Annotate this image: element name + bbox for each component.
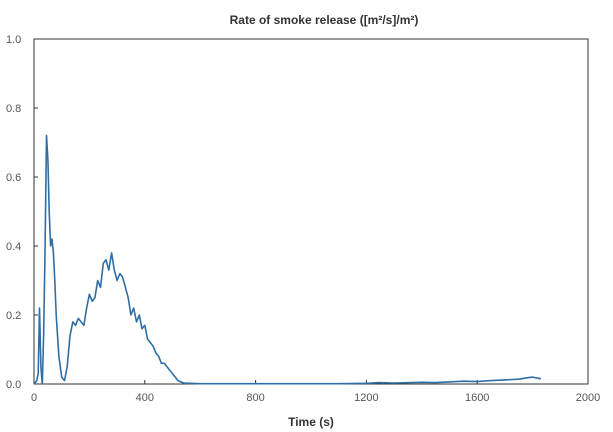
y-tick-label: 0.6 xyxy=(6,172,21,184)
x-tick-label: 2000 xyxy=(576,392,600,404)
y-tick-label: 0.0 xyxy=(6,379,21,391)
y-axis: 0.0 0.2 0.4 0.6 0.8 1.0 xyxy=(6,34,38,391)
y-tick-label: 1.0 xyxy=(6,34,21,46)
y-tick-label: 0.4 xyxy=(6,241,21,253)
x-tick-label: 800 xyxy=(246,392,264,404)
x-tick-label: 1600 xyxy=(465,392,489,404)
chart-title: Rate of smoke release ([m²/s]/m²) xyxy=(230,13,419,27)
x-tick-label: 0 xyxy=(31,392,37,404)
y-tick-label: 0.2 xyxy=(6,310,21,322)
x-tick-label: 1200 xyxy=(354,392,378,404)
series-line-0 xyxy=(33,134,542,385)
series-layer xyxy=(33,134,542,385)
y-tick-label: 0.8 xyxy=(6,103,21,115)
x-tick-label: 400 xyxy=(136,392,154,404)
x-axis-label: Time (s) xyxy=(288,415,334,429)
plot-frame xyxy=(33,38,589,385)
x-axis: 0 400 800 1200 1600 2000 xyxy=(31,380,600,404)
